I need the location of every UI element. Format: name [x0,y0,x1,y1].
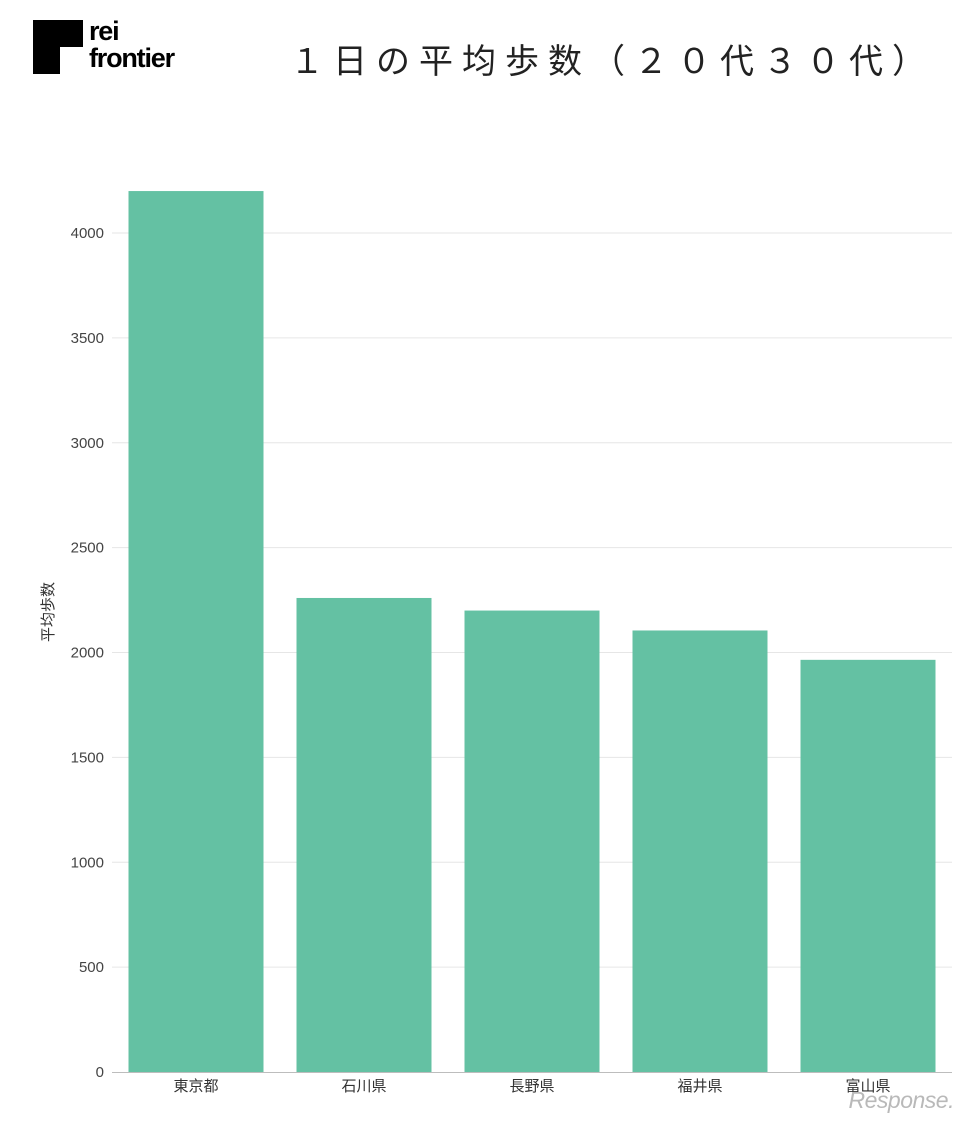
y-tick-label: 3000 [71,435,104,452]
x-category-label: 富山県 [845,1077,890,1095]
y-tick-label: 2500 [71,540,104,557]
y-tick-label: 1000 [71,854,104,871]
x-category-label: 東京都 [173,1077,218,1095]
bar-1 [128,191,264,1073]
logo-mark-icon [33,20,83,74]
x-category-labels: 東京都 石川県 長野県 福井県 富山県 [173,1077,890,1095]
x-category-label: 長野県 [509,1077,554,1095]
y-tick-label: 0 [96,1064,104,1081]
response-watermark: Response. [848,1087,955,1113]
chart-title: １日の平均歩数（２０代３０代） [290,42,935,82]
y-tick-label: 1500 [71,749,104,766]
bar-3 [464,610,600,1072]
logo-wordmark: rei frontier [89,16,175,73]
bar-5 [800,659,936,1072]
y-tick-labels: 0 500 1000 1500 2000 2500 3000 3500 4000 [71,225,104,1081]
y-tick-label: 3500 [71,330,104,347]
logo-line-rei: rei [89,16,120,46]
bar-2 [296,597,432,1072]
y-tick-label: 2000 [71,645,104,662]
y-tick-label: 500 [79,959,104,976]
rei-frontier-logo: rei frontier [33,16,203,78]
bars [128,191,936,1073]
x-category-label: 福井県 [677,1077,722,1095]
y-tick-label: 4000 [71,225,104,242]
logo-line-frontier: frontier [89,43,175,73]
y-axis-title: 平均歩数 [39,582,57,642]
x-category-label: 石川県 [341,1077,386,1095]
bar-4 [632,630,768,1072]
